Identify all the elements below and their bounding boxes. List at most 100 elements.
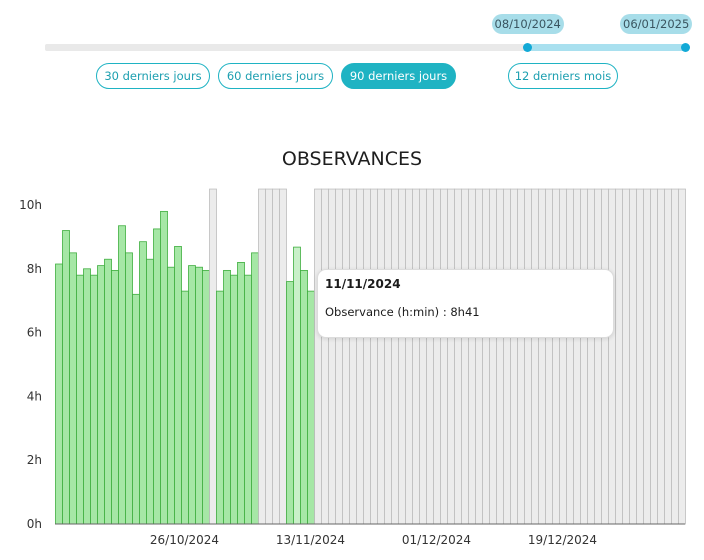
bar-tooltip: 11/11/2024 Observance (h:min) : 8h41 xyxy=(317,269,614,338)
no-data-bar xyxy=(657,188,665,525)
no-data-bar xyxy=(531,188,539,525)
range-end-handle[interactable] xyxy=(680,43,690,52)
date-range-selection xyxy=(527,44,685,51)
y-tick-label: 6h xyxy=(27,326,42,340)
observance-bar xyxy=(76,274,84,525)
observance-bar xyxy=(153,228,161,525)
no-data-bar xyxy=(559,188,567,525)
highlighted-bar xyxy=(293,246,301,525)
range-start-date: 08/10/2024 xyxy=(491,14,564,34)
no-data-bar xyxy=(664,188,672,525)
no-data-bar xyxy=(643,188,651,525)
tooltip-value: Observance (h:min) : 8h41 xyxy=(325,305,480,319)
y-tick-label: 8h xyxy=(27,262,42,276)
no-data-bar xyxy=(398,188,406,525)
observance-bar xyxy=(83,268,91,525)
observance-bar xyxy=(237,262,245,525)
no-data-bar xyxy=(321,188,329,525)
no-data-bar xyxy=(384,188,392,525)
observance-bar xyxy=(181,290,189,525)
period-30-days-button[interactable]: 30 derniers jours xyxy=(96,63,210,89)
tooltip-date: 11/11/2024 xyxy=(325,277,401,291)
observance-bar xyxy=(223,269,231,525)
no-data-bar xyxy=(573,188,581,525)
no-data-bar xyxy=(622,188,630,525)
y-tick-label: 10h xyxy=(19,198,42,212)
no-data-bar xyxy=(370,188,378,525)
no-data-bar xyxy=(510,188,518,525)
observance-bar xyxy=(244,274,252,525)
no-data-bar xyxy=(615,188,623,525)
no-data-bar xyxy=(272,188,280,525)
no-data-bar xyxy=(447,188,455,525)
no-data-bar xyxy=(489,188,497,525)
period-12-months-button[interactable]: 12 derniers mois xyxy=(508,63,618,89)
no-data-bar xyxy=(335,188,343,525)
no-data-bar xyxy=(566,188,574,525)
observance-bar xyxy=(230,274,238,525)
no-data-bar xyxy=(524,188,532,525)
no-data-bar xyxy=(440,188,448,525)
no-data-bar xyxy=(580,188,588,525)
no-data-bar xyxy=(636,188,644,525)
no-data-bar xyxy=(356,188,364,525)
x-tick-label: 26/10/2024 xyxy=(150,533,219,547)
x-tick-label: 13/11/2024 xyxy=(276,533,345,547)
observance-bar xyxy=(90,274,98,525)
no-data-bar xyxy=(412,188,420,525)
no-data-bar xyxy=(608,188,616,525)
no-data-bar xyxy=(678,188,686,525)
no-data-bar xyxy=(405,188,413,525)
observance-bar xyxy=(104,258,112,525)
no-data-bar xyxy=(538,188,546,525)
no-data-bar xyxy=(363,188,371,525)
observance-bar xyxy=(188,265,196,525)
no-data-bar xyxy=(454,188,462,525)
no-data-bar xyxy=(279,188,287,525)
observance-bar xyxy=(69,252,77,525)
observance-bar xyxy=(160,210,168,525)
no-data-bar xyxy=(265,188,273,525)
no-data-bar xyxy=(650,188,658,525)
no-data-bar xyxy=(517,188,525,525)
observance-bar xyxy=(139,241,147,525)
no-data-bar xyxy=(503,188,511,525)
no-data-bar xyxy=(377,188,385,525)
y-tick-label: 0h xyxy=(27,517,42,531)
no-data-bar xyxy=(209,188,217,525)
observance-bar xyxy=(132,293,140,525)
date-range-slider[interactable] xyxy=(45,44,685,51)
observance-bar xyxy=(62,230,70,525)
y-tick-label: 4h xyxy=(27,389,42,403)
no-data-bar xyxy=(342,188,350,525)
x-tick-label: 19/12/2024 xyxy=(528,533,597,547)
no-data-bar xyxy=(349,188,357,525)
chart-title: OBSERVANCES xyxy=(281,148,423,170)
observance-bar xyxy=(251,252,259,525)
no-data-bar xyxy=(475,188,483,525)
observance-bar xyxy=(111,269,119,525)
bars-layer xyxy=(55,188,686,525)
no-data-bar xyxy=(545,188,553,525)
observance-bar xyxy=(174,246,182,525)
observance-bar xyxy=(202,269,210,525)
no-data-bar xyxy=(468,188,476,525)
no-data-bar xyxy=(433,188,441,525)
no-data-bar xyxy=(426,188,434,525)
x-tick-label: 01/12/2024 xyxy=(402,533,471,547)
range-start-handle[interactable] xyxy=(523,43,533,52)
period-60-days-button[interactable]: 60 derniers jours xyxy=(218,63,333,89)
no-data-bar xyxy=(552,188,560,525)
observance-bar xyxy=(195,266,203,525)
no-data-bar xyxy=(629,188,637,525)
period-90-days-button[interactable]: 90 derniers jours xyxy=(341,63,456,89)
range-end-date: 06/01/2025 xyxy=(620,14,693,34)
observance-bar xyxy=(307,290,315,525)
observance-bar xyxy=(167,266,175,525)
observance-bar xyxy=(118,225,126,525)
axes-layer: 0h 2h 4h 6h 8h 10h 26/10/2024 13/11/2024 01/12/2… xyxy=(19,198,685,547)
observance-bar xyxy=(55,263,63,525)
no-data-bar xyxy=(258,188,266,525)
no-data-bar xyxy=(314,188,322,525)
